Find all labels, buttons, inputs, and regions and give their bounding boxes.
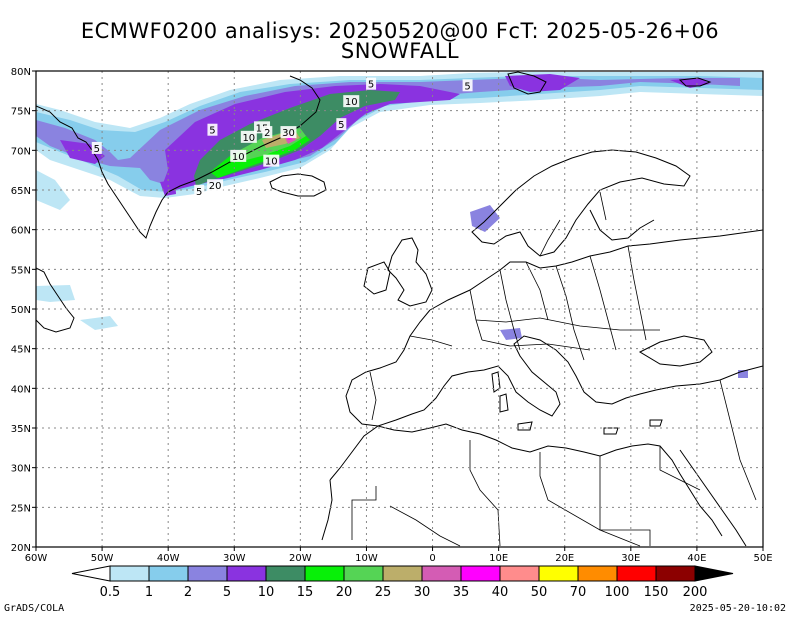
lat-tick-label: 30N <box>11 464 31 475</box>
lat-tick-label: 35N <box>11 424 31 435</box>
lat-tick-label: 20N <box>11 543 31 554</box>
lat-tick-label: 70N <box>11 146 31 157</box>
snowfall-field <box>36 72 763 378</box>
contour-label: 5 <box>94 144 100 155</box>
map-title: ECMWF0200 analisys: 20250520@00 FcT: 202… <box>80 19 720 43</box>
contour-label: 10 <box>232 152 245 163</box>
colorbar-under-arrow <box>71 565 111 582</box>
lon-tick-label: 20W <box>289 553 312 564</box>
contour-label-box <box>240 130 257 143</box>
contour-label-box <box>343 95 360 108</box>
contour-label: 5 <box>368 80 374 91</box>
lat-tick-label: 50N <box>11 305 31 316</box>
lat-tick-label: 75N <box>11 107 31 118</box>
lon-tick-label: 40E <box>687 553 706 564</box>
contour-label-box <box>366 77 377 90</box>
colorbar-segment <box>538 565 579 582</box>
colorbar-label: 0.5 <box>100 585 121 600</box>
lon-tick-label: 10W <box>355 553 378 564</box>
colorbar-label: 200 <box>683 585 708 600</box>
lon-tick-label: 50E <box>753 553 772 564</box>
lat-tick-label: 25N <box>11 503 31 514</box>
contour-label-box <box>280 126 297 139</box>
colorbar-label: 50 <box>531 585 548 600</box>
contour-label: 5 <box>196 187 202 198</box>
lon-tick-label: 30E <box>621 553 640 564</box>
colorbar-segment <box>616 565 657 582</box>
colorbar-segment <box>265 565 306 582</box>
axis-labels: 60W 50W 40W 30W 20W 10W 0 10E 20E 30E 40E 50E 20N 25N… <box>11 67 773 564</box>
lat-tick-label: 65N <box>11 186 31 197</box>
lon-tick-label: 0 <box>429 553 435 564</box>
contour-label-box <box>462 79 473 92</box>
colorbar-segment <box>655 565 696 582</box>
colorbar: 0.5 1 2 5 10 15 20 25 30 35 40 50 70 100 150 200 <box>71 565 734 600</box>
colorbar-label: 40 <box>492 585 509 600</box>
colorbar-segment <box>421 565 462 582</box>
colorbar-segment <box>382 565 423 582</box>
colorbar-label: 70 <box>570 585 587 600</box>
colorbar-label: 150 <box>644 585 669 600</box>
lat-tick-label: 60N <box>11 226 31 237</box>
colorbar-label: 15 <box>297 585 314 600</box>
lat-tick-label: 80N <box>11 67 31 78</box>
colorbar-label: 25 <box>375 585 392 600</box>
lat-tick-label: 55N <box>11 265 31 276</box>
contour-label-box <box>336 118 347 131</box>
colorbar-segment <box>187 565 228 582</box>
lon-tick-label: 50W <box>91 553 114 564</box>
colorbar-segment <box>226 565 267 582</box>
contour-labels: 5 10 5 5 152 30 10 10 10 5 20 5 5 <box>91 77 473 198</box>
colorbar-segment <box>343 565 384 582</box>
colorbar-label: 35 <box>453 585 470 600</box>
contour-label: 2 <box>264 128 270 139</box>
colorbar-label: 30 <box>414 585 431 600</box>
colorbar-label: 1 <box>145 585 153 600</box>
colorbar-label: 10 <box>258 585 275 600</box>
gridlines <box>36 71 763 547</box>
contour-label-box <box>230 149 247 162</box>
contour-label-box <box>194 184 205 197</box>
contour-label-box <box>263 154 280 167</box>
contour-label: 30 <box>282 128 295 139</box>
map-variable-title: SNOWFALL <box>340 39 460 63</box>
contour-label-box <box>254 121 271 134</box>
colorbar-label: 5 <box>223 585 231 600</box>
contour-label-box <box>262 126 273 139</box>
contour-label: 10 <box>345 97 358 108</box>
lon-tick-label: 40W <box>157 553 180 564</box>
lon-tick-label: 10E <box>489 553 508 564</box>
contour-label: 10 <box>242 133 255 144</box>
contour-label-box <box>207 123 218 136</box>
lon-tick-label: 30W <box>223 553 246 564</box>
colorbar-segment <box>109 565 150 582</box>
lon-tick-label: 60W <box>25 553 48 564</box>
software-credit: GrADS/COLA <box>4 603 65 614</box>
lon-tick-label: 20E <box>555 553 574 564</box>
colorbar-segment <box>148 565 189 582</box>
contour-label: 5 <box>338 120 344 131</box>
contour-label: 20 <box>209 181 222 192</box>
generation-timestamp: 2025-05-20-10:02 <box>689 603 786 614</box>
contour-label: 15 <box>256 123 269 134</box>
lat-tick-label: 45N <box>11 345 31 356</box>
contour-label-box <box>207 179 224 192</box>
country-borders <box>351 191 757 547</box>
colorbar-label: 100 <box>605 585 630 600</box>
contour-label-box <box>91 141 102 154</box>
contour-label: 5 <box>464 81 470 92</box>
colorbar-segment <box>577 565 618 582</box>
colorbar-label: 2 <box>184 585 192 600</box>
colorbar-segment <box>499 565 540 582</box>
lat-tick-label: 40N <box>11 384 31 395</box>
colorbar-segment <box>304 565 345 582</box>
contour-label: 10 <box>265 157 278 168</box>
colorbar-over-arrow <box>694 565 734 582</box>
contour-label: 5 <box>209 126 215 137</box>
coastlines <box>36 71 763 547</box>
colorbar-segment <box>460 565 501 582</box>
colorbar-label: 20 <box>336 585 353 600</box>
